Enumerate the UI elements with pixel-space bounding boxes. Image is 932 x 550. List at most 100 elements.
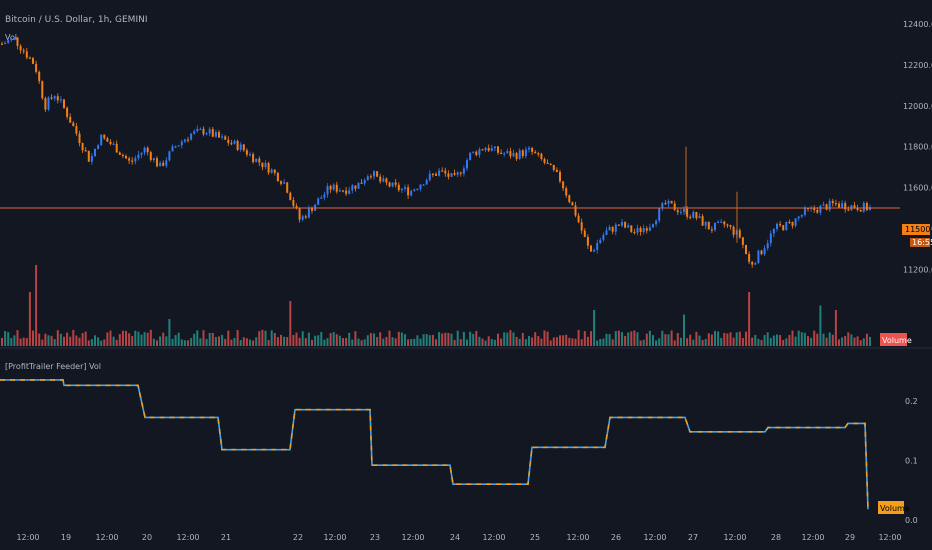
volume-bar: [630, 331, 633, 346]
volume-bar: [379, 332, 382, 346]
candle-body: [379, 176, 382, 182]
volume-bar: [493, 339, 496, 346]
candle-body: [500, 152, 503, 154]
volume-bar: [38, 333, 41, 346]
candle-body: [772, 228, 775, 234]
volume-bar: [196, 330, 199, 346]
candle-body: [493, 146, 496, 149]
volume-bar: [776, 334, 778, 346]
volume-bar: [652, 335, 654, 346]
volume-bar: [521, 332, 524, 346]
volume-bar: [59, 333, 62, 346]
volume-bar: [190, 338, 193, 346]
candle-body: [813, 207, 816, 211]
volume-bar: [856, 336, 859, 346]
volume-bar: [388, 330, 391, 346]
volume-bar: [422, 334, 425, 346]
volume-bar: [574, 338, 577, 346]
volume-bar: [304, 338, 307, 346]
volume-bar: [484, 340, 487, 346]
candle-body: [475, 151, 478, 155]
candle-body: [357, 182, 360, 189]
volume-bar: [676, 333, 679, 346]
candle-body: [109, 141, 112, 145]
volume-bar: [28, 292, 31, 346]
volume-bar: [490, 339, 493, 346]
volume-bar: [853, 337, 856, 346]
volume-bar: [121, 330, 124, 346]
volume-bar: [410, 338, 413, 346]
candle-body: [363, 180, 366, 184]
candle-body: [360, 182, 363, 184]
volume-bar: [658, 338, 661, 346]
volume-bar: [450, 333, 453, 346]
volume-bar: [664, 334, 667, 346]
candle-body: [611, 227, 614, 232]
candle-body: [487, 147, 490, 151]
candle-body: [621, 222, 623, 226]
candle-body: [373, 171, 375, 177]
candle-body: [797, 216, 800, 219]
candle-body: [218, 132, 220, 138]
candle-body: [822, 204, 825, 206]
volume-bar: [797, 330, 800, 346]
volume-bar: [75, 335, 78, 346]
volume-bar: [193, 333, 196, 346]
volume-bar: [159, 336, 162, 346]
volume-bar: [252, 340, 255, 346]
candle-body: [196, 128, 199, 132]
volume-bar: [280, 334, 282, 346]
volume-bar: [568, 337, 571, 346]
candle-body: [397, 184, 400, 191]
candle-body: [664, 203, 667, 205]
volume-bar: [205, 338, 208, 346]
candle-body: [816, 210, 819, 213]
price-tick-label: 11200.00: [903, 265, 932, 274]
volume-bar: [803, 332, 806, 346]
candle-body: [28, 57, 31, 59]
volume-bar: [382, 338, 385, 346]
candle-body: [645, 228, 648, 231]
volume-bar: [624, 336, 627, 346]
volume-bar: [149, 329, 152, 346]
volume-bar: [255, 337, 258, 346]
volume-bar: [72, 329, 75, 346]
volume-bar: [438, 332, 441, 346]
candle-body: [267, 162, 270, 173]
volume-bar: [25, 338, 28, 346]
time-tick-label: 12:00: [482, 533, 505, 542]
volume-bar: [187, 340, 189, 346]
volume-bar: [425, 334, 428, 346]
volume-bar: [590, 331, 592, 346]
volume-bar: [540, 338, 543, 346]
volume-bar: [245, 338, 248, 346]
time-tick-label: 12:00: [323, 533, 346, 542]
volume-bar: [320, 332, 323, 346]
volume-bar: [354, 331, 357, 346]
volume-bar: [416, 335, 419, 346]
candle-body: [187, 139, 189, 141]
volume-bar: [614, 331, 617, 346]
candle-body: [531, 147, 534, 152]
candle-body: [298, 208, 301, 220]
candle-body: [608, 227, 611, 231]
candle-body: [590, 245, 592, 252]
volume-bar: [726, 333, 729, 346]
candle-body: [478, 149, 481, 155]
volume-bar: [32, 330, 34, 346]
candle-body: [593, 249, 596, 252]
indicator-badge: Volume: [880, 504, 910, 513]
volume-bar: [345, 337, 348, 346]
candle-body: [413, 189, 416, 191]
candle-body: [38, 71, 41, 82]
candle-body: [345, 190, 348, 194]
candle-body: [156, 158, 158, 167]
indicator-badge-bg: [878, 501, 904, 514]
candle-body: [239, 144, 242, 150]
candle-body: [190, 133, 193, 140]
candle-body: [723, 221, 726, 225]
candle-body: [769, 233, 772, 244]
candle-body: [249, 154, 251, 156]
volume-bar: [66, 332, 69, 346]
volume-bar: [531, 337, 534, 346]
